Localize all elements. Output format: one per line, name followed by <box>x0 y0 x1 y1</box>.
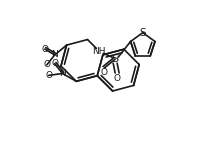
Text: S: S <box>139 28 146 38</box>
Text: O: O <box>101 69 108 77</box>
Text: O: O <box>45 71 52 80</box>
Text: N: N <box>59 69 66 78</box>
Text: N: N <box>51 51 58 59</box>
Text: O: O <box>114 74 121 83</box>
Text: O: O <box>41 45 48 54</box>
Text: S: S <box>112 54 119 64</box>
Text: O: O <box>51 59 58 68</box>
Text: NH: NH <box>93 47 106 56</box>
Text: O: O <box>43 60 50 69</box>
